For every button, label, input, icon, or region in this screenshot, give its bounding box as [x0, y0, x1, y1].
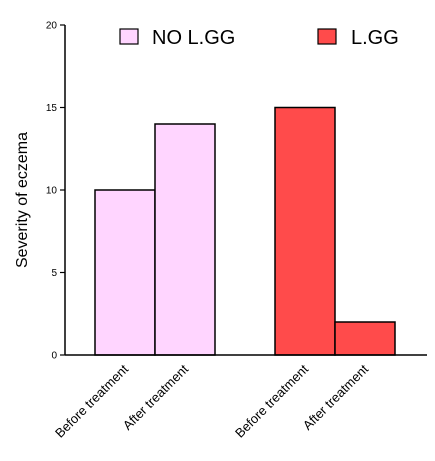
legend-label-1: NO L.GG — [152, 27, 235, 49]
legend: NO L.GG L.GG — [119, 27, 399, 49]
legend-swatch-2 — [317, 28, 337, 45]
axes-layer: 0 5 10 15 20 — [46, 21, 427, 362]
legend-label-2: L.GG — [351, 27, 399, 49]
bar-2-2 — [334, 321, 396, 356]
y-tick-label: 20 — [46, 21, 58, 32]
bars-layer — [94, 106, 396, 356]
bar-2-1 — [274, 106, 336, 356]
y-tick-label: 15 — [46, 103, 58, 114]
y-tick-label: 5 — [51, 268, 57, 279]
y-axis-label: Severity of eczema — [14, 132, 31, 268]
bar-1-2 — [154, 123, 216, 356]
y-tick-label: 0 — [51, 351, 57, 362]
y-tick-label: 10 — [46, 186, 58, 197]
bar-1-1 — [94, 189, 156, 356]
category-label-1-1: Before treatment — [52, 361, 131, 440]
category-label-2-1: Before treatment — [232, 361, 311, 440]
legend-swatch-1 — [119, 28, 139, 45]
